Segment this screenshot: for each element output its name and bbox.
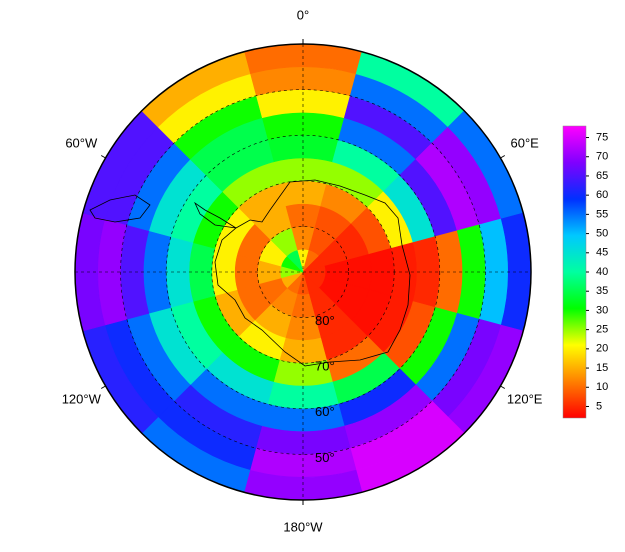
lon-tick	[500, 155, 506, 159]
colorbar-label: 75	[596, 131, 608, 143]
graticule	[75, 44, 531, 500]
lat-circle	[257, 226, 349, 318]
heatmap	[75, 44, 531, 500]
colorbar-label: 65	[596, 170, 608, 182]
lon-label: 60°W	[65, 135, 98, 150]
colorbar-label: 20	[596, 343, 608, 355]
lat-label: 70°	[315, 359, 335, 374]
colorbar-label: 60	[596, 189, 608, 201]
lon-label: 180°W	[283, 519, 323, 534]
colorbar-label: 10	[596, 381, 608, 393]
colorbar-label: 15	[596, 362, 608, 374]
colorbar-label: 30	[596, 304, 608, 316]
colorbar-label: 25	[596, 324, 608, 336]
colorbar: 5 10 15 20 25 30 35 40 45 50 55 60 65 70 75	[562, 125, 608, 419]
lon-label: 120°E	[507, 391, 543, 406]
colorbar-label: 40	[596, 266, 608, 278]
colorbar-ramp	[562, 125, 587, 419]
colorbar-label: 70	[596, 151, 608, 163]
lon-tick	[500, 385, 506, 389]
lat-label: 50°	[315, 450, 335, 465]
colorbar-label: 55	[596, 208, 608, 220]
colorbar-label: 50	[596, 227, 608, 239]
lon-tick	[100, 155, 106, 159]
colorbar-label: 5	[596, 400, 602, 412]
lat-label: 80°	[315, 313, 335, 328]
colorbar-label: 35	[596, 285, 608, 297]
lon-label: 120°W	[62, 391, 102, 406]
lon-label: 0°	[297, 7, 309, 22]
lon-label: 60°E	[511, 135, 540, 150]
lon-tick	[100, 385, 106, 389]
labels: 80° 70° 60° 50° 0° 60°E 120°E 180°W 120°W 60°W	[62, 7, 543, 534]
colorbar-label: 45	[596, 247, 608, 259]
coastline	[89, 179, 411, 367]
lat-label: 60°	[315, 404, 335, 419]
